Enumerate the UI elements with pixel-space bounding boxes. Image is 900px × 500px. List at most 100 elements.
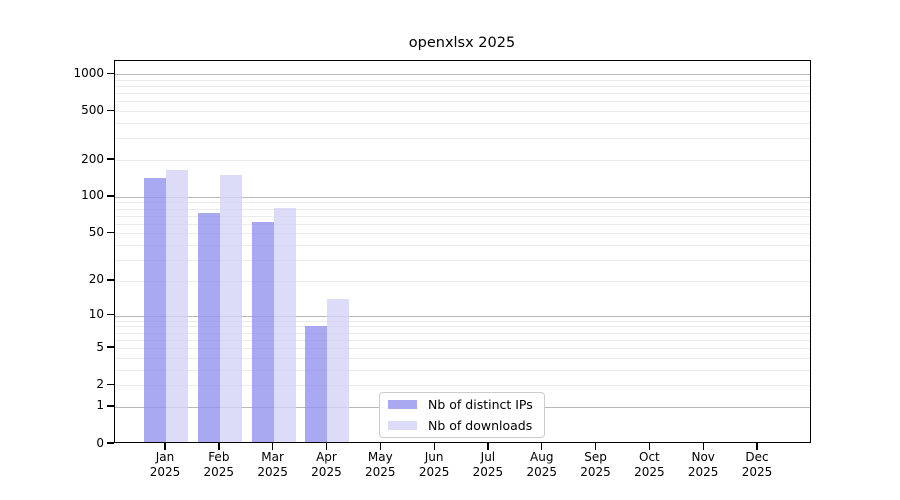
x-tick-month: Dec (745, 450, 769, 464)
minor-gridline (115, 202, 810, 204)
x-tick-label: Jul 2025 (457, 450, 519, 480)
x-tick-mark (218, 443, 220, 450)
minor-gridline (115, 385, 810, 387)
major-gridline (115, 196, 810, 198)
x-tick-month: Jun (424, 450, 444, 464)
bar-distinct-ips (144, 177, 166, 442)
x-tick-mark (379, 443, 381, 450)
legend-swatch-distinct-ips (388, 400, 417, 409)
minor-gridline (115, 369, 810, 371)
y-tick-label: 10 (88, 307, 104, 322)
chart-title: openxlsx 2025 (408, 35, 516, 51)
minor-gridline (115, 208, 810, 210)
x-tick-label: Feb 2025 (188, 450, 250, 480)
minor-gridline (115, 215, 810, 217)
x-tick-year: 2025 (203, 465, 235, 479)
bar-downloads (273, 208, 296, 442)
y-tick-mark (107, 195, 114, 197)
x-tick-label: Dec 2025 (726, 450, 788, 480)
legend-label-downloads: Nb of downloads (428, 418, 533, 433)
x-tick-year: 2025 (311, 465, 342, 479)
x-tick-year: 2025 (149, 465, 181, 479)
minor-gridline (115, 332, 810, 334)
y-tick-label: 1000 (73, 65, 104, 80)
minor-gridline (115, 357, 810, 359)
x-tick-month: Apr (316, 450, 337, 464)
x-tick-mark (648, 443, 651, 450)
y-tick-mark (107, 72, 114, 74)
minor-gridline (115, 320, 810, 322)
y-tick-label: 50 (88, 224, 104, 239)
y-tick-label: 20 (88, 272, 104, 287)
y-tick-mark (107, 442, 114, 444)
legend-swatch-downloads (388, 421, 417, 430)
bar-downloads (327, 299, 350, 442)
y-tick-mark (107, 279, 114, 281)
x-tick-year: 2025 (634, 465, 665, 479)
x-tick-label: Jun 2025 (403, 450, 465, 480)
x-tick-mark (756, 443, 758, 450)
y-tick-label: 100 (81, 188, 104, 203)
x-tick-mark (487, 443, 489, 450)
minor-gridline (115, 86, 810, 88)
bar-distinct-ips (305, 326, 328, 442)
x-tick-mark (433, 443, 435, 450)
bar-distinct-ips (251, 222, 274, 442)
x-tick-year: 2025 (257, 465, 288, 479)
y-tick-mark (107, 158, 114, 160)
minor-gridline (115, 260, 810, 262)
x-tick-month: Oct (639, 450, 660, 464)
y-tick-mark (107, 405, 114, 407)
x-tick-year: 2025 (687, 465, 719, 479)
x-tick-mark (594, 443, 597, 450)
y-tick-label: 1 (96, 398, 104, 413)
minor-gridline (115, 280, 810, 282)
y-tick-label: 5 (96, 339, 104, 354)
x-tick-label: Mar 2025 (242, 450, 304, 480)
minor-gridline (115, 326, 810, 328)
minor-gridline (115, 101, 810, 103)
minor-gridline (115, 123, 810, 125)
x-tick-month: Mar (261, 450, 284, 464)
x-tick-year: 2025 (580, 465, 611, 479)
x-tick-month: Nov (691, 450, 715, 464)
x-tick-year: 2025 (418, 465, 450, 479)
x-tick-label: Oct 2025 (618, 450, 680, 480)
x-tick-label: Sep 2025 (565, 450, 627, 480)
minor-gridline (115, 233, 810, 235)
y-tick-label: 500 (81, 102, 104, 117)
y-tick-label: 200 (81, 151, 104, 166)
x-tick-month: Feb (208, 450, 230, 464)
plot-area: Nb of distinct IPs Nb of downloads (114, 60, 811, 443)
x-tick-month: Aug (530, 450, 554, 464)
x-tick-year: 2025 (741, 465, 773, 479)
minor-gridline (115, 93, 810, 95)
x-tick-label: Nov 2025 (672, 450, 734, 480)
major-gridline (115, 315, 810, 317)
legend-label-distinct-ips: Nb of distinct IPs (428, 397, 533, 412)
minor-gridline (115, 79, 810, 81)
x-tick-mark (272, 443, 274, 450)
x-tick-mark (164, 443, 166, 450)
y-tick-label: 2 (96, 376, 104, 391)
minor-gridline (115, 339, 810, 341)
y-tick-mark (107, 231, 114, 234)
minor-gridline (115, 245, 810, 247)
minor-gridline (115, 111, 810, 113)
y-tick-mark (107, 346, 114, 348)
x-tick-label: Aug 2025 (511, 450, 573, 480)
bar-downloads (166, 169, 188, 442)
legend-entry-downloads: Nb of downloads (388, 418, 544, 433)
x-tick-year: 2025 (472, 465, 504, 479)
y-tick-mark (107, 109, 114, 111)
x-tick-month: Jan (155, 450, 175, 464)
minor-gridline (115, 223, 810, 225)
x-tick-label: Apr 2025 (295, 450, 357, 480)
x-tick-year: 2025 (526, 465, 557, 479)
x-tick-month: Jul (480, 450, 496, 464)
x-tick-mark (325, 443, 328, 450)
bar-distinct-ips (197, 212, 220, 442)
x-tick-mark (541, 443, 543, 450)
x-tick-mark (702, 443, 704, 450)
